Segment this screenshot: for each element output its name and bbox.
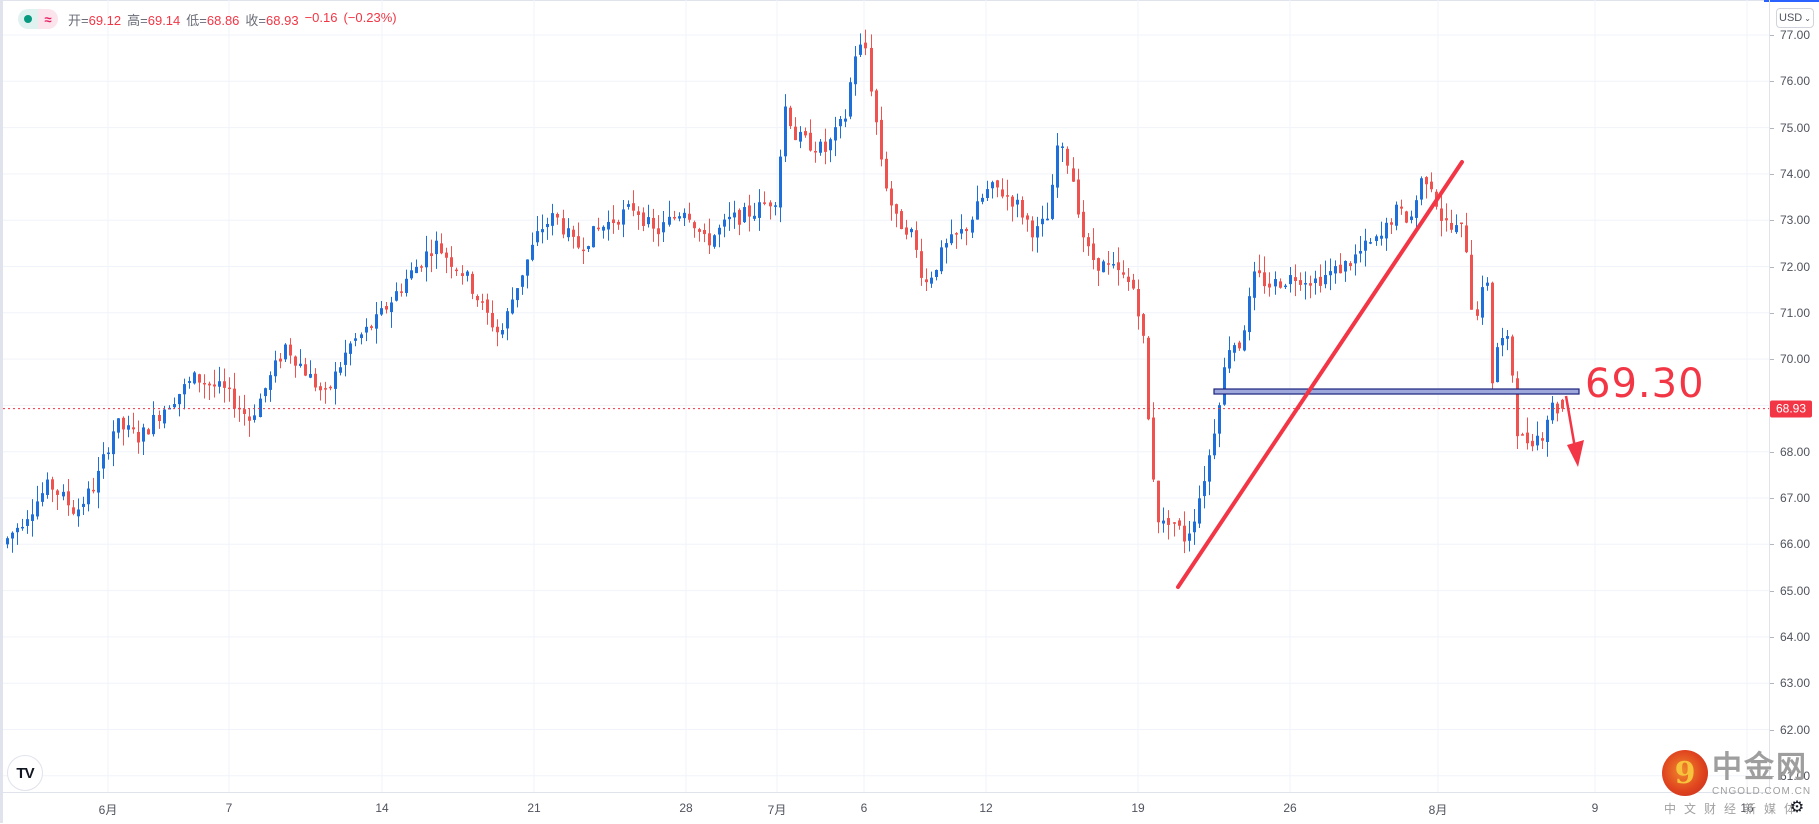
ohlc-values: 开=69.12 高=69.14 低=68.86 收=68.93 −0.16 (−… [68,10,397,29]
level-annotation-label[interactable]: 69.30 [1585,360,1705,407]
close-value: 68.93 [266,12,299,28]
time-tick: 14 [375,801,389,815]
time-tick: 6 [860,801,868,815]
time-tick: 8月 [1428,803,1448,817]
trendline[interactable] [1176,160,1464,589]
price-tick: 64.00 [1769,629,1811,644]
price-tick: 63.00 [1769,676,1811,691]
high-label: 高= [127,12,148,28]
chevron-down-icon: ⌄ [1804,13,1811,23]
price-tick: 68.00 [1769,444,1811,459]
price-tick: 71.00 [1769,305,1811,320]
candlestick-series [6,29,1564,554]
price-tick: 62.00 [1769,722,1811,737]
high-value: 69.14 [147,12,181,28]
price-tick: 73.00 [1769,213,1811,228]
price-tick: 67.00 [1769,491,1811,505]
series-status-badge[interactable]: ≈ [18,9,58,29]
time-tick: 9 [1591,801,1599,815]
price-tick: 74.00 [1769,166,1811,181]
wave-icon: ≈ [38,9,58,29]
watermark-slogan: 中文财经新媒体 [1664,802,1805,816]
watermark-title: 中金网 [1712,750,1808,785]
price-tick: 75.00 [1769,120,1811,135]
currency-selector[interactable]: USD ⌄ [1776,8,1814,28]
support-level-rectangle[interactable] [1213,388,1580,395]
last-price-label: 68.93 [1770,400,1812,418]
time-tick: 19 [1131,801,1145,815]
price-tick: 61.00 [1769,768,1811,783]
top-border [0,0,1819,1]
cngold-logo-icon [1662,750,1708,796]
time-tick: 28 [679,801,693,815]
watermark-domain: CNGOLD.COM.CN [1712,786,1812,797]
time-tick: 26 [1283,801,1297,815]
time-tick: 21 [527,801,541,815]
currency-label: USD [1779,12,1803,24]
price-tick: 77.00 [1769,28,1811,42]
price-tick: 76.00 [1769,74,1811,89]
time-tick: 16 [1740,801,1754,815]
time-tick: 6月 [98,803,118,817]
price-tick: 72.00 [1769,259,1811,274]
price-chart-canvas[interactable] [0,0,1769,792]
ohlc-legend: ≈ 开=69.12 高=69.14 低=68.86 收=68.93 −0.16 … [18,8,397,30]
price-tick: 66.00 [1769,537,1811,552]
price-tick: 70.00 [1769,352,1811,367]
open-label: 开= [68,12,89,28]
time-tick: 7月 [767,803,787,817]
time-tick: 7 [225,801,233,815]
open-value: 69.12 [88,12,122,28]
tradingview-logo[interactable]: TV [7,755,43,791]
price-tick: 65.00 [1769,583,1811,598]
change-value: −0.16 [304,9,338,25]
time-axis[interactable]: 6月 7 14 21 28 7月 6 12 19 26 8月 9 16 [0,792,1769,824]
down-arrow-icon[interactable] [1567,440,1584,467]
settings-gear-icon[interactable]: ⚙ [1789,799,1805,816]
low-value: 68.86 [206,12,240,28]
cngold-watermark: 中金网 CNGOLD.COM.CN 中文财经新媒体 [1662,750,1812,820]
active-tab-accent [1764,0,1819,2]
close-label: 收= [245,12,267,28]
time-tick: 12 [979,801,993,815]
change-percent: (−0.23%) [343,9,397,25]
drawing-annotations[interactable] [1176,160,1584,589]
low-label: 低= [186,12,207,28]
left-border [0,0,3,823]
down-arrow-shaft[interactable] [1564,395,1577,449]
status-dot-icon [24,15,32,23]
grid-lines [3,0,1769,792]
price-axis[interactable]: 77.00 76.00 75.00 74.00 73.00 72.00 71.00 70.00… [1769,0,1819,792]
